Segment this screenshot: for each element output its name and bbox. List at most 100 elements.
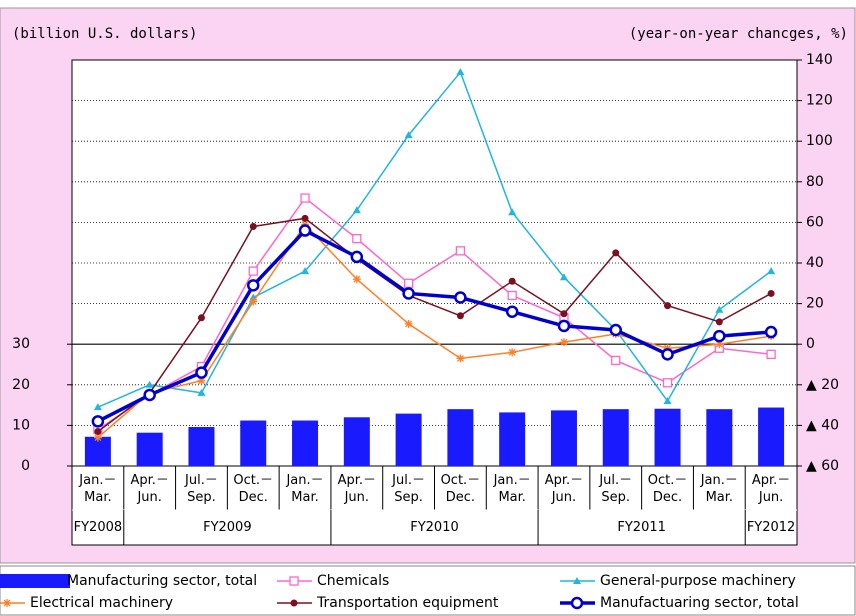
marker: [301, 267, 310, 275]
marker: [560, 310, 568, 318]
y-tick-label: 20: [12, 377, 30, 393]
legend-label: Manufactuaring sector, total: [600, 595, 799, 611]
marker: [300, 193, 310, 203]
marker: [454, 291, 467, 304]
x-tick-label: Oct.－ Dec.: [440, 473, 481, 505]
y2-axis-label: (year-on-year chancges, %): [629, 26, 848, 42]
marker: [248, 266, 258, 276]
marker: [249, 222, 257, 230]
bar: [499, 412, 526, 466]
marker: [559, 338, 568, 347]
x-tick-label: Jan.－ Mar.: [79, 473, 117, 505]
marker: [3, 599, 11, 607]
line: [97, 70, 772, 408]
legend-label: Manufacturing sector, total: [67, 573, 257, 589]
marker: [93, 403, 102, 411]
fiscal-year-label: FY2008: [73, 520, 123, 535]
marker: [195, 366, 208, 379]
marker: [249, 297, 258, 306]
x-tick-label: Jan.－ Mar.: [700, 473, 738, 505]
bar: [292, 420, 319, 466]
fiscal-year-label: FY2011: [617, 520, 666, 535]
marker: [298, 224, 312, 237]
marker: [661, 348, 674, 361]
bar: [84, 436, 111, 466]
marker: [352, 275, 361, 284]
x-tick-label: Apr.－ Jun.: [751, 473, 791, 505]
marker: [94, 427, 102, 435]
y2-tick-label: ▲ 20: [806, 377, 839, 393]
x-tick-label: Apr.－ Jun.: [544, 473, 584, 505]
y2-tick-label: ▲ 40: [806, 417, 839, 433]
fiscal-year-label: FY2010: [410, 520, 459, 535]
x-tick-label: Jul.－ Sep.: [599, 473, 633, 505]
legend-label: Electrical machinery: [30, 595, 173, 611]
marker: [247, 279, 260, 292]
bar: [654, 408, 681, 466]
marker: [456, 68, 465, 76]
y2-tick-label: 60: [806, 214, 824, 230]
bar: [602, 409, 629, 466]
x-tick-label: Oct.－ Dec.: [233, 473, 274, 505]
bar: [240, 420, 267, 466]
y2-tick-label: ▲ 60: [806, 458, 839, 474]
marker: [350, 250, 364, 264]
y2-tick-label: 140: [806, 52, 833, 68]
bar: [395, 413, 422, 466]
marker: [715, 318, 723, 326]
marker: [713, 329, 726, 343]
marker: [301, 214, 309, 222]
marker: [570, 596, 584, 610]
marker: [573, 577, 581, 584]
legend-swatch: [0, 574, 70, 588]
x-tick-label: Jan.－ Mar.: [493, 473, 531, 505]
marker: [456, 354, 465, 363]
bar: [447, 409, 474, 466]
marker: [456, 312, 464, 320]
legend-label: Transportation equipment: [316, 595, 499, 611]
y-tick-label: 10: [12, 417, 30, 433]
y2-tick-label: 0: [806, 336, 815, 352]
x-tick-label: Apr.－ Jun.: [337, 473, 377, 505]
line: [97, 217, 772, 433]
marker: [352, 206, 361, 214]
marker: [764, 325, 778, 339]
marker: [664, 302, 672, 310]
marker: [289, 576, 299, 586]
marker: [143, 388, 156, 402]
y2-tick-label: 100: [806, 133, 833, 149]
y-axis-label: (billion U.S. dollars): [12, 26, 197, 42]
marker: [767, 267, 776, 275]
marker: [455, 246, 466, 256]
marker: [93, 433, 102, 442]
legend-label: General-purpose machinery: [600, 573, 796, 589]
marker: [197, 388, 206, 396]
fiscal-year-label: FY2012: [746, 520, 796, 535]
y-tick-label: 30: [12, 336, 30, 352]
marker: [766, 349, 776, 360]
marker: [352, 233, 362, 244]
marker: [611, 355, 621, 366]
bar: [706, 409, 733, 466]
marker: [290, 599, 298, 607]
marker: [663, 397, 672, 405]
x-tick-label: Apr.－ Jun.: [130, 473, 169, 505]
marker: [715, 305, 724, 313]
bar: [550, 410, 577, 466]
legend-box: [0, 565, 856, 616]
x-tick-label: Oct.－ Dec.: [647, 473, 688, 505]
line: [97, 223, 772, 439]
bar: [758, 407, 785, 466]
line: [97, 228, 772, 423]
marker: [404, 319, 413, 328]
y2-tick-label: 120: [806, 93, 833, 109]
legend-label: Chemicals: [317, 573, 389, 589]
marker: [507, 290, 517, 301]
marker: [505, 305, 519, 318]
marker: [402, 287, 415, 300]
marker: [767, 289, 775, 297]
y-tick-label: 0: [21, 458, 30, 474]
marker: [403, 278, 414, 288]
fiscal-year-label: FY2009: [203, 520, 252, 535]
